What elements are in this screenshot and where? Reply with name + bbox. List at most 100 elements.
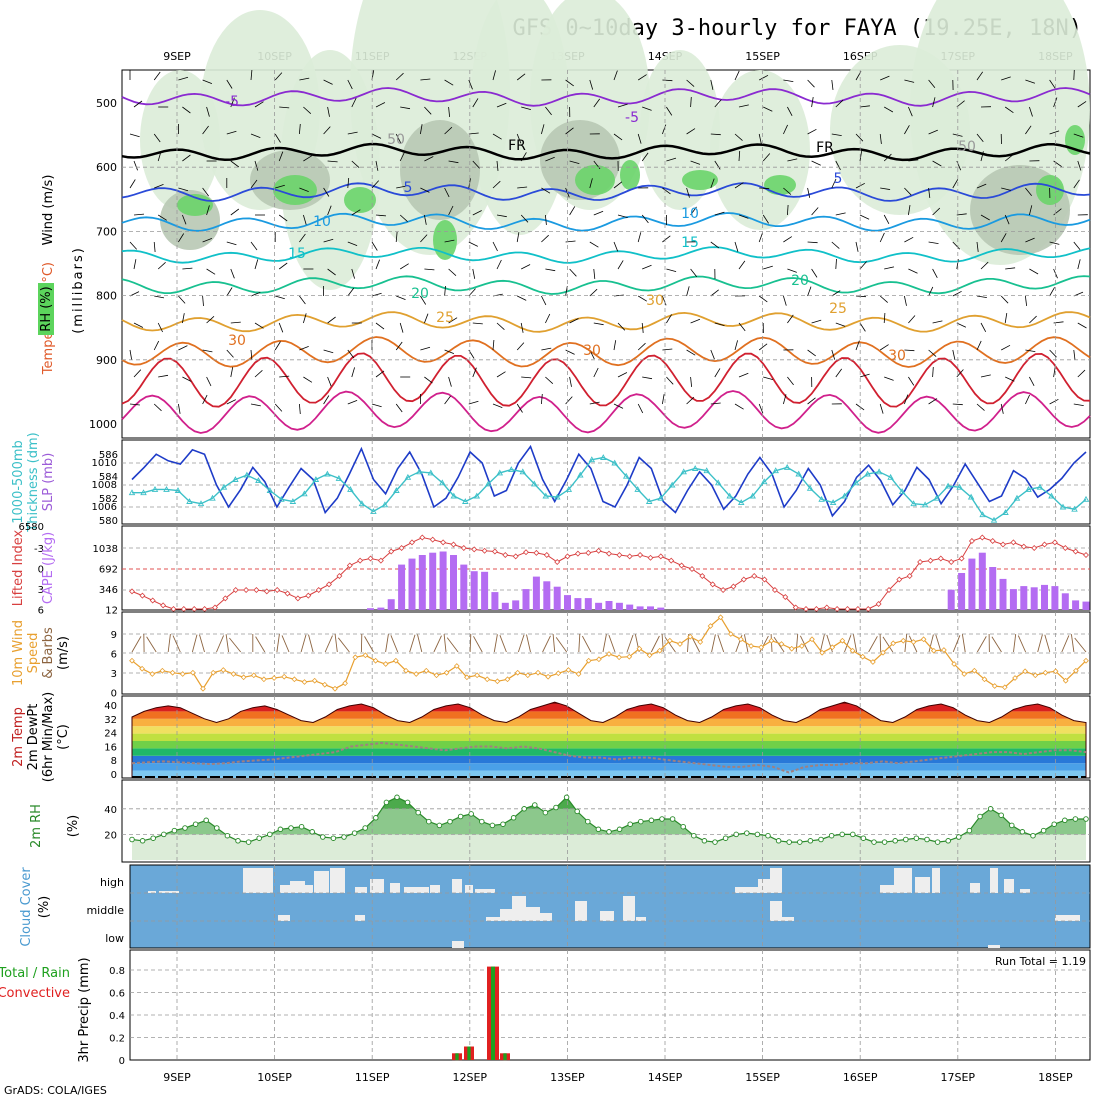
rh2m-tick: 20 (104, 830, 117, 841)
cloud-high-bar (932, 868, 940, 893)
cloud-high-bar (404, 887, 429, 893)
temp-band (132, 726, 1086, 733)
rh2m-point (268, 832, 273, 837)
cape-bar (554, 587, 561, 610)
contour-label: -5 (225, 94, 239, 110)
rh2m-point (1063, 818, 1068, 823)
rh2m-point (713, 840, 718, 845)
wind-barb (1074, 70, 1075, 80)
cape-bar (585, 598, 592, 610)
rh2m-point (480, 819, 485, 824)
rh2m-point (967, 828, 972, 833)
rh2m-point (639, 819, 644, 824)
rh2m-point (787, 840, 792, 845)
contour-label: 30 (646, 293, 664, 309)
cape-bar (481, 572, 488, 610)
contour-label: FR (816, 140, 834, 156)
rh2m-point (882, 840, 887, 845)
cape-bar (429, 553, 436, 610)
rh2m-point (766, 833, 771, 838)
rh2m-point (278, 827, 283, 832)
cape-bar (1041, 585, 1048, 610)
rh2m-point (1073, 817, 1078, 822)
cloud-middle-bar (770, 901, 782, 921)
rh2m-point (352, 831, 357, 836)
cape-bar (543, 581, 550, 610)
rh2m-point (628, 822, 633, 827)
cape-bar (388, 599, 395, 610)
wind10m-tick: 0 (111, 689, 117, 700)
rh2m-point (151, 836, 156, 841)
cloud-high-bar (390, 883, 400, 893)
rh2m-point (723, 836, 728, 841)
precip-ticks: 0.80.60.40.20 (109, 966, 125, 1067)
top-day-label: 9SEP (163, 50, 191, 63)
cape-bar (512, 600, 519, 610)
cape-bar (657, 608, 664, 610)
rh2m-point (819, 837, 824, 842)
contour-label: 25 (829, 301, 847, 317)
ua-y-tick: 500 (96, 97, 117, 110)
cape-bar (377, 608, 384, 610)
rh2m-point (978, 814, 983, 819)
rh2m-point (331, 836, 336, 841)
rh2m-point (734, 832, 739, 837)
bottom-day-label: 15SEP (745, 1071, 780, 1084)
li-tick: 6 (38, 606, 44, 617)
temp-band (132, 734, 1086, 741)
rh2m-point (299, 824, 304, 829)
cape-tick: 12 (105, 606, 118, 617)
p4-ylabel-1: 10m Wind (11, 620, 26, 686)
thickness-tick: 580 (99, 516, 118, 527)
p2-ylabel-3: SLP (mb) (41, 453, 56, 512)
rh2m-point (363, 826, 368, 831)
rh2m-point (437, 823, 442, 828)
rh2m-point (395, 795, 400, 800)
ua-y-tick: 600 (96, 161, 117, 174)
rh2m-point (1052, 822, 1057, 827)
footer-credit: GrADS: COLA/IGES (4, 1084, 107, 1097)
cloud-high-bar (475, 889, 495, 893)
cloud-middle-bar (500, 909, 514, 921)
ua-y-tick: 1000 (89, 418, 117, 431)
rh2m-point (607, 830, 612, 835)
rh2m-point (448, 819, 453, 824)
cape-bar (564, 595, 571, 610)
p4-ylabel-3: & Barbs (41, 627, 56, 679)
precip-tick: 0.4 (109, 1011, 125, 1022)
cloud-high-bar (1020, 889, 1030, 893)
cape-bar (1010, 589, 1017, 610)
cloud-middle-bar (782, 917, 794, 921)
cloud-middle-bar (526, 907, 540, 921)
rh2m-point (458, 814, 463, 819)
p8-ylabel-1: Total / Rain (0, 966, 70, 981)
p8-ylabel-3: 3hr Precip (mm) (77, 957, 92, 1062)
slp-tick: 1006 (92, 502, 117, 513)
rh2m-point (649, 818, 654, 823)
cloud-low-bar (988, 945, 1000, 948)
p5-ylabel-3: (6hr Min/Max) (41, 692, 56, 782)
p2-ylabel-2: Thickness (dm) (26, 432, 41, 532)
temp2m-tick: 16 (104, 742, 117, 753)
cloud-high-bar (355, 887, 367, 893)
cloud-high-bar (465, 885, 473, 893)
rh2m-point (596, 827, 601, 832)
cape-bar (574, 598, 581, 610)
temp-band (132, 741, 1086, 748)
cape-tick: 1038 (93, 544, 118, 555)
rh2m-point (427, 819, 432, 824)
cloud-high-bar (894, 868, 912, 893)
ua-y-tick: 700 (96, 225, 117, 238)
rh2m-point (617, 827, 622, 832)
rh2m-point (999, 813, 1004, 818)
cape-bar (958, 573, 965, 610)
temp2m-tick: 32 (104, 715, 117, 726)
rh2m-point (554, 805, 559, 810)
rh2m-point (522, 807, 527, 812)
rh2m-point (533, 803, 538, 808)
cape-bar (460, 565, 467, 610)
wind10m-tick: 9 (111, 630, 117, 641)
